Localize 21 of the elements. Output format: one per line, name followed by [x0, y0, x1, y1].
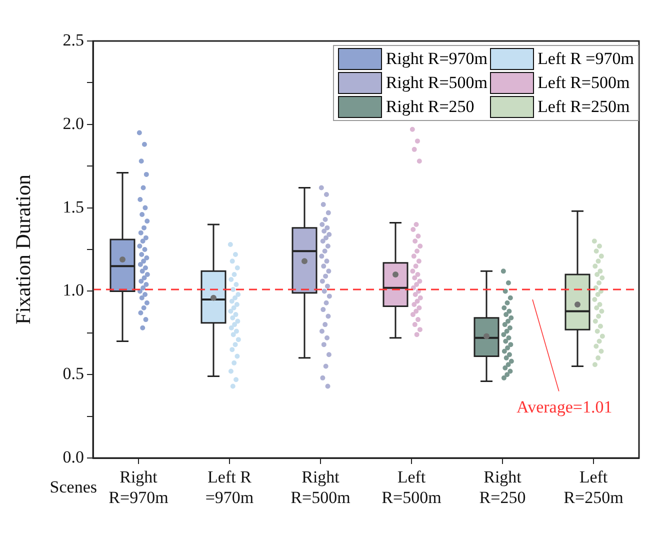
x-tick-label: Left R =970m — [205, 468, 254, 508]
legend-label: Left R =970m — [538, 49, 634, 69]
y-tick-label: 1.0 — [62, 280, 84, 300]
y-tick-label: 2.5 — [62, 30, 84, 50]
y-tick-label: 0.0 — [62, 447, 84, 466]
y-axis-title: Fixation Duration — [11, 174, 36, 324]
legend-label: Right R=250 — [386, 97, 474, 117]
y-tick-label: 0.5 — [62, 364, 84, 384]
x-tick-label: Right R=500m — [290, 468, 350, 508]
x-tick-label: Left R=250m — [564, 468, 624, 508]
legend-label: Right R=970m — [386, 49, 488, 69]
legend-label: Right R=500m — [386, 73, 488, 93]
x-tick-label: Left R=500m — [382, 468, 442, 508]
x-axis-title: Scenes — [50, 477, 97, 496]
x-tick-label: Right R=250 — [479, 468, 526, 508]
legend-label: Left R=250m — [538, 97, 630, 117]
ref-line-label: Average=1.01 — [516, 397, 612, 416]
y-tick-label: 2.0 — [62, 114, 84, 133]
legend-label: Left R=500m — [538, 73, 630, 93]
x-tick-label: Right R=970m — [108, 468, 168, 508]
y-tick-label: 1.5 — [62, 197, 84, 216]
